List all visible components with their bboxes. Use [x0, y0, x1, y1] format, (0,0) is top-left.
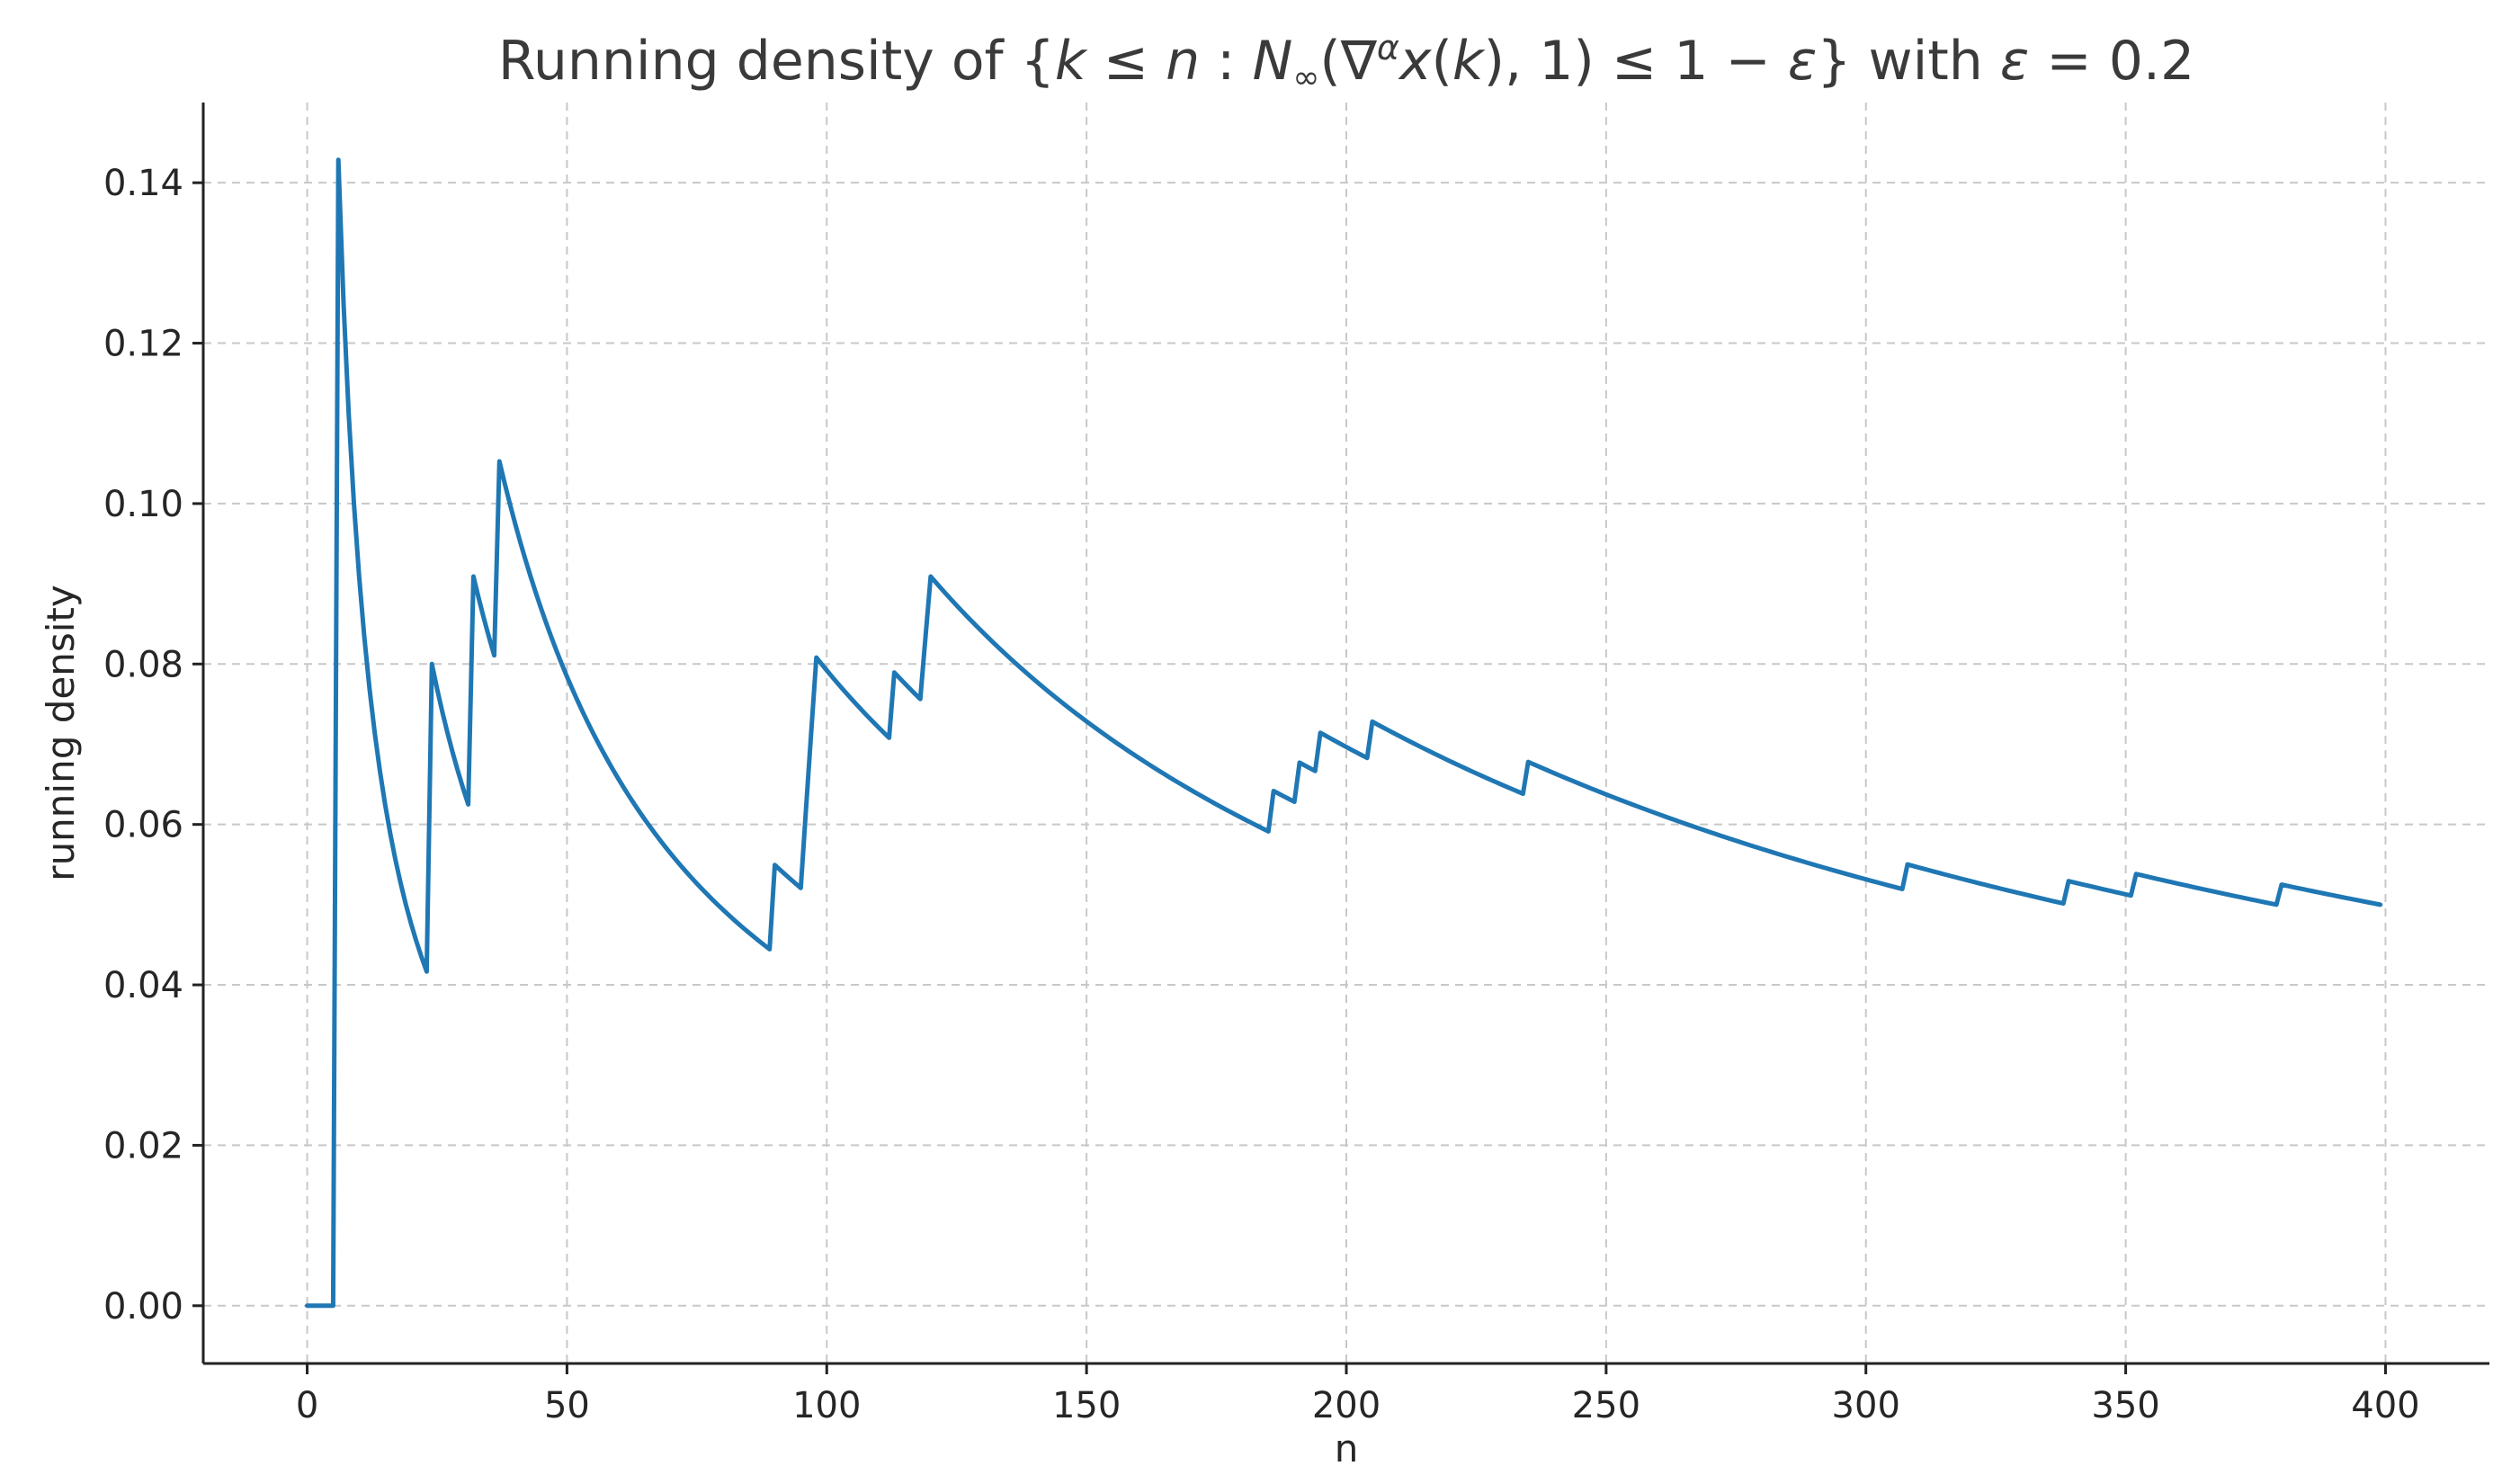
y-axis-label: running density: [39, 585, 83, 881]
gridlines: [203, 103, 2489, 1363]
x-axis-label: n: [1335, 1426, 1359, 1471]
chart-title: Running density of {k ≤ n : N∞(∇αx(k), 1…: [498, 28, 2194, 96]
y-tick-label: 0.12: [103, 324, 183, 365]
y-tick-label: 0.04: [103, 965, 183, 1006]
x-tick-label: 250: [1572, 1385, 1640, 1426]
x-tick-label: 350: [2091, 1385, 2159, 1426]
series-line: [305, 157, 2383, 1309]
x-tick-label: 0: [296, 1385, 318, 1426]
x-tick-label: 100: [792, 1385, 861, 1426]
x-tick-label: 400: [2351, 1385, 2419, 1426]
y-tick-label: 0.10: [103, 484, 183, 525]
y-tick-label: 0.08: [103, 644, 183, 685]
y-tick-label: 0.14: [103, 163, 183, 204]
series-layer: [305, 157, 2383, 1309]
y-tick-label: 0.06: [103, 805, 183, 846]
y-tick-label: 0.02: [103, 1125, 183, 1167]
y-tick-label: 0.00: [103, 1286, 183, 1328]
x-tick-label: 150: [1052, 1385, 1121, 1426]
x-tick-label: 50: [544, 1385, 590, 1426]
tick-labels: 0 50 100 150 200 250 300 350 400 0.00 0.02 0.04 0.06…: [103, 163, 2420, 1426]
x-tick-label: 300: [1832, 1385, 1900, 1426]
x-tick-label: 200: [1312, 1385, 1381, 1426]
